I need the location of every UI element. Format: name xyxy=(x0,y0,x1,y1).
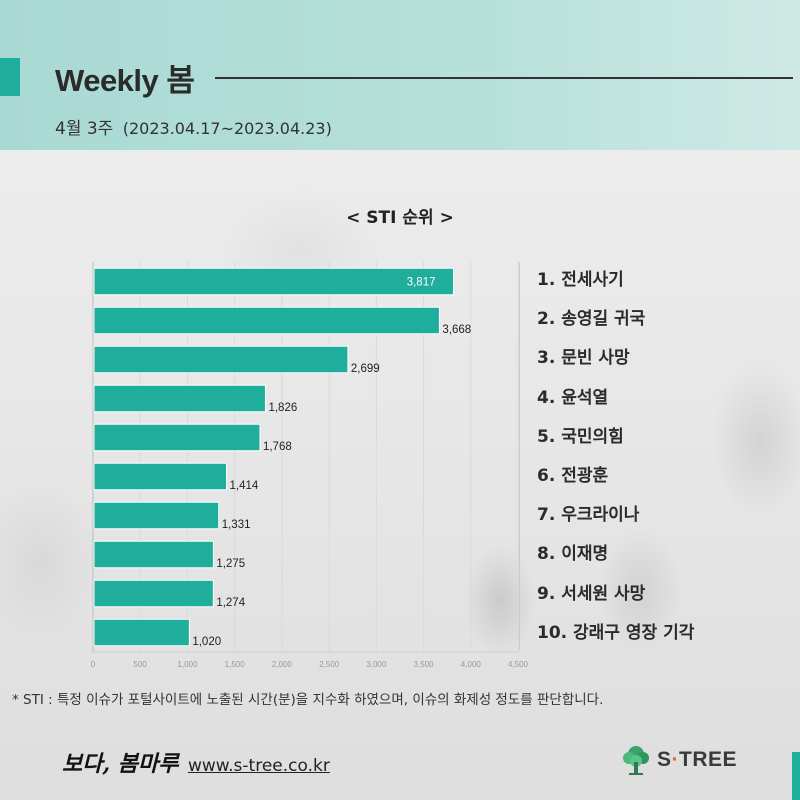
ranking-item: 5. 국민의힘 xyxy=(537,426,624,447)
bar xyxy=(93,267,454,296)
ranking-item: 7. 우크라이나 xyxy=(537,505,640,526)
bar xyxy=(93,384,266,413)
corner-accent xyxy=(792,752,800,800)
bar-value-label: 1,020 xyxy=(192,636,221,648)
week-subtitle: 4월 3주 (2023.04.17~2023.04.23) xyxy=(55,114,332,139)
ranking-item: 8. 이재명 xyxy=(537,544,609,565)
bar xyxy=(93,579,214,608)
x-tick-label: 1,000 xyxy=(177,660,198,669)
header-band xyxy=(0,0,800,150)
ranking-item: 6. 전광훈 xyxy=(537,465,609,486)
bar-value-label: 1,274 xyxy=(216,597,245,609)
bar-value-label: 1,331 xyxy=(222,519,251,531)
bar xyxy=(93,501,220,530)
bar xyxy=(93,462,228,491)
ranking-item: 3. 문빈 사망 xyxy=(537,348,630,369)
x-tick-label: 500 xyxy=(134,660,148,669)
bar xyxy=(93,306,440,335)
bar xyxy=(93,423,261,452)
ranking-item: 10. 강래구 영장 기각 xyxy=(537,622,695,643)
ranking-item: 4. 윤석열 xyxy=(537,387,609,408)
title-divider xyxy=(215,77,793,79)
legend-divider xyxy=(519,262,520,650)
bar-value-label: 1,414 xyxy=(230,480,259,492)
bar-value-label: 1,768 xyxy=(263,441,292,453)
ranking-item: 2. 송영길 귀국 xyxy=(537,309,646,330)
sti-footnote: * STI : 특정 이슈가 포털사이트에 노출된 시간(분)을 지수화 하였으… xyxy=(12,692,604,708)
x-tick-label: 3,500 xyxy=(414,660,435,669)
bar-value-label: 3,668 xyxy=(442,324,471,336)
page-title: Weekly 봄 xyxy=(55,63,195,98)
bar-value-label: 2,699 xyxy=(351,363,380,375)
bar-value-label: 1,826 xyxy=(268,402,297,414)
bar xyxy=(93,618,190,647)
bar-value-label: 3,817 xyxy=(407,277,436,289)
x-tick-label: 4,500 xyxy=(508,660,529,669)
x-tick-label: 2,500 xyxy=(319,660,340,669)
bar-value-label: 1,275 xyxy=(216,558,245,570)
brand-signature: 보다, 봄마루 xyxy=(62,751,179,777)
ranking-legend: 1. 전세사기 2. 송영길 귀국 3. 문빈 사망 4. 윤석열 5. 국민의힘 6. … xyxy=(537,265,694,657)
bar xyxy=(93,345,349,374)
x-tick-label: 2,000 xyxy=(272,660,293,669)
ranking-item: 9. 서세원 사망 xyxy=(537,583,646,604)
header-accent-bar xyxy=(0,58,20,96)
chart-title: < STI 순위 > xyxy=(346,208,454,228)
bar xyxy=(93,540,214,569)
tree-logo-icon xyxy=(623,746,649,775)
x-tick-label: 1,500 xyxy=(225,660,246,669)
logo-wordmark: S·TREE xyxy=(657,748,738,771)
stree-logo: S·TREE xyxy=(621,744,737,776)
x-tick-label: 4,000 xyxy=(461,660,482,669)
ranking-item: 1. 전세사기 xyxy=(537,270,624,290)
week-label: 4월 3주 xyxy=(55,119,114,139)
x-tick-label: 3,000 xyxy=(366,660,387,669)
website-link[interactable]: www.s-tree.co.kr xyxy=(188,756,330,776)
x-tick-label: 0 xyxy=(91,660,96,669)
date-range: (2023.04.17~2023.04.23) xyxy=(122,119,332,138)
